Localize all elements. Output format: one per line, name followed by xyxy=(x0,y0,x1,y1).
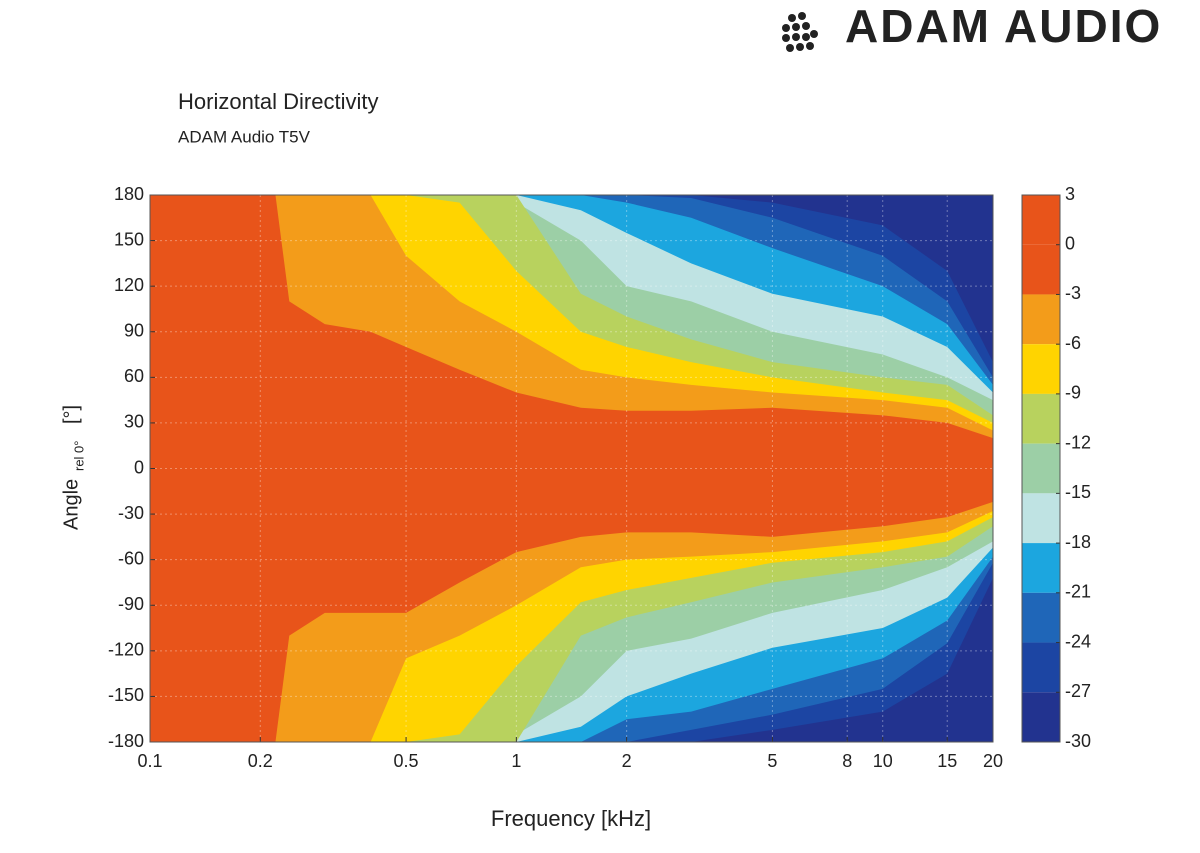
colorbar-band xyxy=(1022,692,1060,742)
x-tick-label: 0.5 xyxy=(394,751,419,771)
colorbar-tick-label: 3 xyxy=(1065,184,1075,204)
x-axis-label: Frequency [kHz] xyxy=(491,806,651,831)
y-tick-label: 90 xyxy=(124,321,144,341)
colorbar-tick-label: -3 xyxy=(1065,283,1081,303)
brand-logo xyxy=(782,12,818,52)
colorbar-band xyxy=(1022,195,1060,245)
colorbar-frame xyxy=(1021,194,1061,743)
colorbar-tick-label: -15 xyxy=(1065,482,1091,502)
x-tick-label: 15 xyxy=(937,751,957,771)
colorbar-band xyxy=(1022,294,1060,345)
colorbar-tick-label: -27 xyxy=(1065,681,1091,701)
x-tick-label: 0.1 xyxy=(137,751,162,771)
y-tick-label: -90 xyxy=(118,594,144,614)
y-tick-label: -150 xyxy=(108,685,144,705)
y-label-unit: [°] xyxy=(60,405,82,424)
colorbar-band xyxy=(1022,493,1060,544)
colorbar-band xyxy=(1022,543,1060,593)
x-tick-label: 0.2 xyxy=(248,751,273,771)
colorbar-band xyxy=(1022,443,1060,494)
colorbar-band xyxy=(1022,393,1060,444)
y-tick-label: 0 xyxy=(134,457,144,477)
y-tick-label: 180 xyxy=(114,184,144,204)
colorbar-tick-label: -30 xyxy=(1065,731,1091,751)
x-tick-label: 10 xyxy=(873,751,893,771)
colorbar-tick-label: -9 xyxy=(1065,383,1081,403)
x-tick-label: 20 xyxy=(983,751,1003,771)
y-axis-label: Angle rel 0° [°] xyxy=(60,405,86,530)
x-tick-label: 5 xyxy=(767,751,777,771)
chart-title: Horizontal Directivity xyxy=(178,89,379,114)
y-tick-label: 150 xyxy=(114,229,144,249)
y-tick-label: -180 xyxy=(108,731,144,751)
colorbar-tick-label: 0 xyxy=(1065,233,1075,253)
y-tick-label: 120 xyxy=(114,275,144,295)
colorbar-band xyxy=(1022,244,1060,295)
y-tick-label: -120 xyxy=(108,640,144,660)
contour-region xyxy=(150,195,993,742)
colorbar-tick-label: -12 xyxy=(1065,432,1091,452)
colorbar-tick-label: -21 xyxy=(1065,582,1091,602)
plot-frame xyxy=(149,194,994,743)
colorbar-tick-label: -18 xyxy=(1065,532,1091,552)
chart-subtitle: ADAM Audio T5V xyxy=(178,127,311,146)
y-tick-label: 60 xyxy=(124,366,144,386)
y-label-main: Angle xyxy=(60,479,82,530)
brand-name: ADAM AUDIO xyxy=(845,0,1162,52)
x-tick-label: 8 xyxy=(842,751,852,771)
colorbar-tick-label: -24 xyxy=(1065,631,1091,651)
y-label-sub: rel 0° xyxy=(71,441,86,472)
x-tick-label: 1 xyxy=(511,751,521,771)
colorbar-band xyxy=(1022,344,1060,394)
x-tick-label: 2 xyxy=(622,751,632,771)
colorbar-band xyxy=(1022,642,1060,693)
y-tick-label: -60 xyxy=(118,548,144,568)
y-tick-label: 30 xyxy=(124,412,144,432)
colorbar-tick-label: -6 xyxy=(1065,333,1081,353)
y-tick-label: -30 xyxy=(118,503,144,523)
colorbar-band xyxy=(1022,592,1060,643)
